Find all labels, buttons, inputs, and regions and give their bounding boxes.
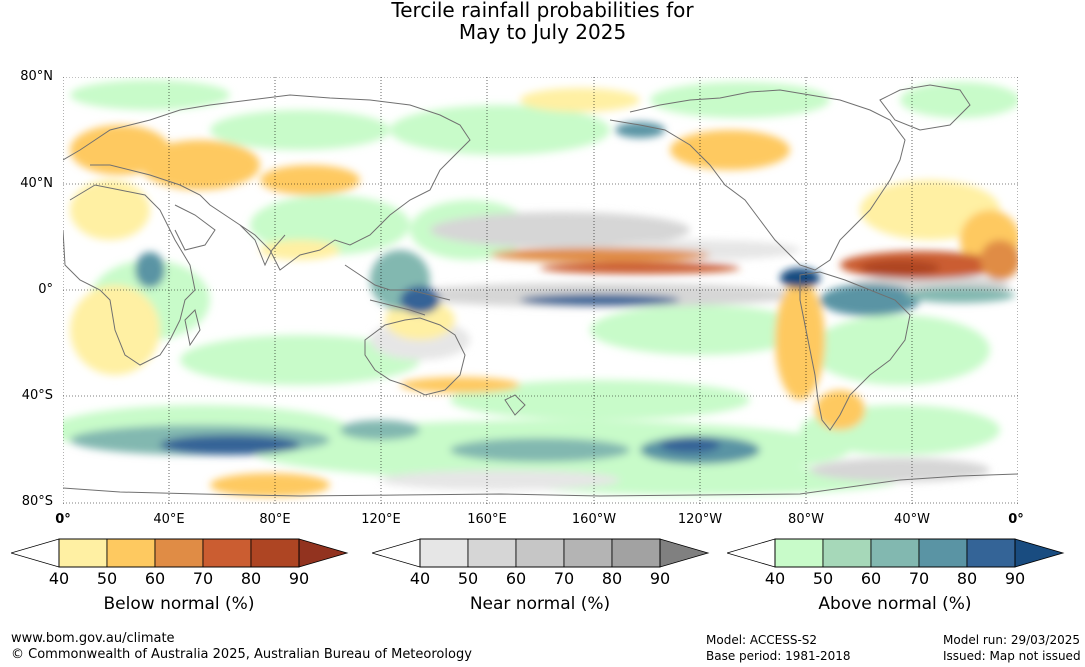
- legend-title-below-normal: Below normal (%): [103, 594, 255, 614]
- lon-label: 40°W: [894, 512, 930, 527]
- legend-tick: 80: [241, 569, 261, 586]
- copyright-text: © Commonwealth of Australia 2025, Austra…: [11, 647, 472, 662]
- lon-label: 160°E: [467, 512, 507, 527]
- graticule: [63, 77, 1018, 504]
- legend-swatch: [870, 538, 920, 568]
- legend-colorbar: 40 50 60 70 80 90: [372, 538, 710, 586]
- legend-swatch: [774, 538, 824, 568]
- model-run-date: Model run: 29/03/2025: [943, 633, 1081, 647]
- legend-tick: 90: [650, 569, 670, 586]
- base-period: Base period: 1981-2018: [706, 649, 851, 663]
- legend-swatch: [822, 538, 872, 568]
- legend-swatch: [419, 538, 469, 568]
- lat-label: 40°S: [21, 388, 53, 403]
- legend-near-normal: 40 50 60 70 80 90: [372, 538, 712, 586]
- legend-tick: 40: [49, 569, 69, 586]
- lon-label: 0°: [55, 512, 71, 527]
- lon-label: 80°W: [788, 512, 824, 527]
- legend-swatch: [202, 538, 252, 568]
- legend-swatch: [298, 538, 349, 568]
- legend-tick: 60: [145, 569, 165, 586]
- issued-status: Issued: Map not issued: [943, 649, 1081, 663]
- legend-tick: 70: [554, 569, 574, 586]
- legend-tick: 40: [765, 569, 785, 586]
- legend-swatch: [58, 538, 108, 568]
- legend-tick: 90: [1005, 569, 1025, 586]
- legend-tick: 60: [506, 569, 526, 586]
- legend-swatch: [515, 538, 565, 568]
- legend-colorbar: 40 50 60 70 80 90: [727, 538, 1065, 586]
- map-title-line2: May to July 2025: [458, 20, 627, 44]
- coastlines: [63, 84, 1018, 497]
- lon-label: 160°W: [571, 512, 617, 527]
- legend-swatch: [611, 538, 661, 568]
- legend-swatch: [467, 538, 517, 568]
- lat-label: 80°N: [20, 69, 53, 84]
- legend-tick: 70: [909, 569, 929, 586]
- lon-label: 40°E: [153, 512, 185, 527]
- legend-tick: 70: [193, 569, 213, 586]
- legend-title-above-normal: Above normal (%): [818, 594, 972, 614]
- legend-tick: 60: [861, 569, 881, 586]
- legend-tick: 50: [458, 569, 478, 586]
- lat-label: 40°N: [20, 176, 53, 191]
- legend-tick: 90: [289, 569, 309, 586]
- legend-swatch: [966, 538, 1016, 568]
- map-title-line1: Tercile rainfall probabilities for: [391, 0, 694, 22]
- legend-title-near-normal: Near normal (%): [469, 594, 611, 614]
- lat-label: 80°S: [21, 494, 53, 509]
- legend-swatch: [1014, 538, 1065, 568]
- model-name: Model: ACCESS-S2: [706, 633, 818, 647]
- lat-label: 0°: [38, 282, 53, 297]
- legend-tick: 80: [957, 569, 977, 586]
- legend-tick: 80: [602, 569, 622, 586]
- legend-tick: 50: [813, 569, 833, 586]
- website-link[interactable]: www.bom.gov.au/climate: [11, 631, 175, 646]
- lon-label: 120°W: [677, 512, 723, 527]
- legend-tick: 40: [410, 569, 430, 586]
- legend-colorbar: 40 50 60 70 80 90: [11, 538, 349, 586]
- lon-label: 120°E: [361, 512, 401, 527]
- probability-shading: [63, 80, 1018, 497]
- legend-swatch: [154, 538, 204, 568]
- legend-swatch: [918, 538, 968, 568]
- legend-swatch: [563, 538, 613, 568]
- legend-swatch: [659, 538, 710, 568]
- lon-label: 80°E: [259, 512, 291, 527]
- legend-swatch: [106, 538, 156, 568]
- lon-label: 0°: [1008, 512, 1024, 527]
- legend-tick: 50: [97, 569, 117, 586]
- legend-above-normal: 40 50 60 70 80 90: [727, 538, 1067, 586]
- legend-below-normal: 40 50 60 70 80 90: [11, 538, 351, 586]
- legend-swatch: [250, 538, 300, 568]
